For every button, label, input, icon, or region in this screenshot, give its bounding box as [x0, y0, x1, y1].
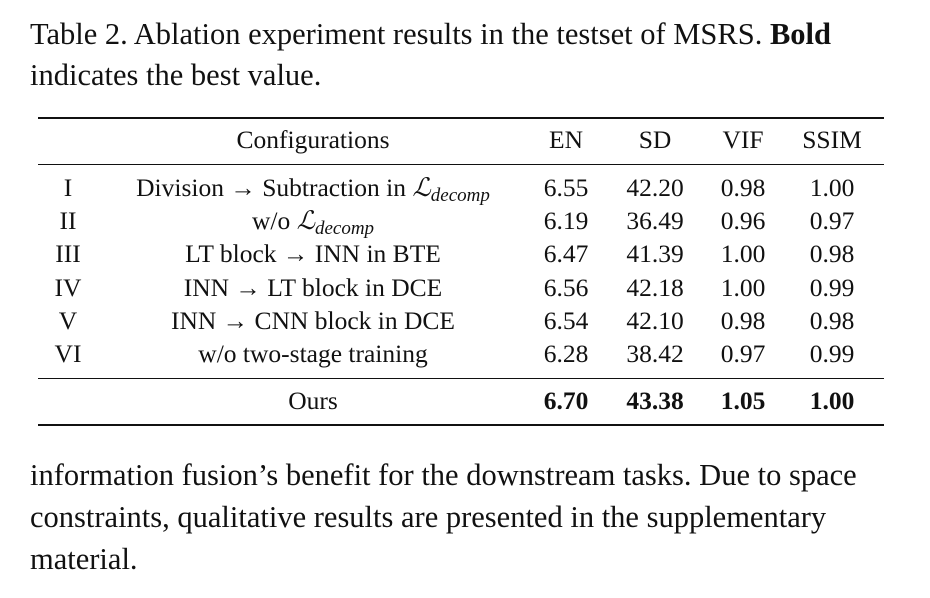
caption-suffix: indicates the best value. [30, 58, 322, 92]
cell-en: 6.19 [543, 206, 589, 235]
ours-vif: 1.05 [720, 386, 766, 415]
configuration-text: Division → Subtraction in [136, 173, 413, 202]
cell-ssim: 1.00 [809, 173, 855, 202]
loss-symbol: ℒ [296, 206, 315, 236]
cell-sd: 42.20 [626, 173, 684, 202]
cell-vif: 0.96 [720, 206, 766, 235]
cell-vif: 1.00 [720, 273, 766, 302]
table-mid-rule [38, 378, 884, 380]
cell-ssim: 0.99 [809, 273, 855, 302]
cell-vif: 1.00 [720, 239, 766, 268]
loss-subscript: decomp [314, 218, 375, 239]
cell-vif: 0.98 [720, 173, 766, 202]
caption-prefix: Table 2. Ablation experiment results in … [30, 17, 763, 51]
cell-sd: 38.42 [626, 339, 684, 368]
row-id: II [59, 206, 77, 235]
cell-en: 6.47 [543, 239, 589, 268]
table-top-rule [38, 117, 884, 119]
configuration-text: INN → CNN block in DCE [170, 306, 456, 335]
configuration-text: w/o two-stage training [198, 339, 428, 368]
ours-label: Ours [288, 386, 338, 415]
ours-sd: 43.38 [626, 386, 684, 415]
row-configuration: INN → CNN block in DCE [171, 306, 455, 336]
loss-symbol: ℒ [412, 173, 431, 203]
body-paragraph: information fusion’s benefit for the dow… [30, 458, 857, 576]
row-configuration: LT block → INN in BTE [185, 239, 441, 269]
loss-subscript: decomp [430, 185, 490, 206]
row-id: V [58, 306, 78, 335]
header-en: EN [549, 125, 583, 154]
caption-bold-word: Bold [769, 17, 831, 51]
header-sd: SD [638, 125, 672, 154]
row-configuration: Division → Subtraction in ℒdecomp [136, 173, 490, 206]
cell-en: 6.28 [543, 339, 589, 368]
cell-ssim: 0.97 [809, 206, 855, 235]
header-configurations: Configurations [236, 125, 390, 154]
cell-sd: 36.49 [626, 206, 684, 235]
cell-ssim: 0.98 [809, 239, 855, 268]
table-caption: Table 2. Ablation experiment results in … [30, 14, 900, 96]
row-configuration: w/o ℒdecomp [252, 206, 374, 239]
row-id: I [63, 173, 73, 202]
cell-ssim: 0.98 [809, 306, 855, 335]
cell-sd: 41.39 [626, 239, 684, 268]
cell-en: 6.56 [543, 273, 589, 302]
ours-en: 6.70 [543, 386, 589, 415]
cell-en: 6.55 [543, 173, 589, 202]
cell-ssim: 0.99 [809, 339, 855, 368]
cell-vif: 0.97 [720, 339, 766, 368]
configuration-text: LT block → INN in BTE [185, 239, 441, 268]
cell-vif: 0.98 [720, 306, 766, 335]
table-header-rule [38, 164, 884, 166]
ours-ssim: 1.00 [809, 386, 855, 415]
configuration-text: w/o [251, 206, 297, 235]
configuration-text: INN → LT block in DCE [183, 273, 443, 302]
row-configuration: w/o two-stage training [198, 339, 427, 369]
table-bottom-rule [38, 424, 884, 426]
cell-en: 6.54 [543, 306, 589, 335]
header-ssim: SSIM [802, 125, 862, 154]
row-id: VI [54, 339, 82, 368]
row-id: III [55, 239, 81, 268]
row-id: IV [54, 273, 82, 302]
row-configuration: INN → LT block in DCE [184, 273, 443, 303]
header-vif: VIF [722, 125, 764, 154]
cell-sd: 42.18 [626, 273, 684, 302]
cell-sd: 42.10 [626, 306, 684, 335]
